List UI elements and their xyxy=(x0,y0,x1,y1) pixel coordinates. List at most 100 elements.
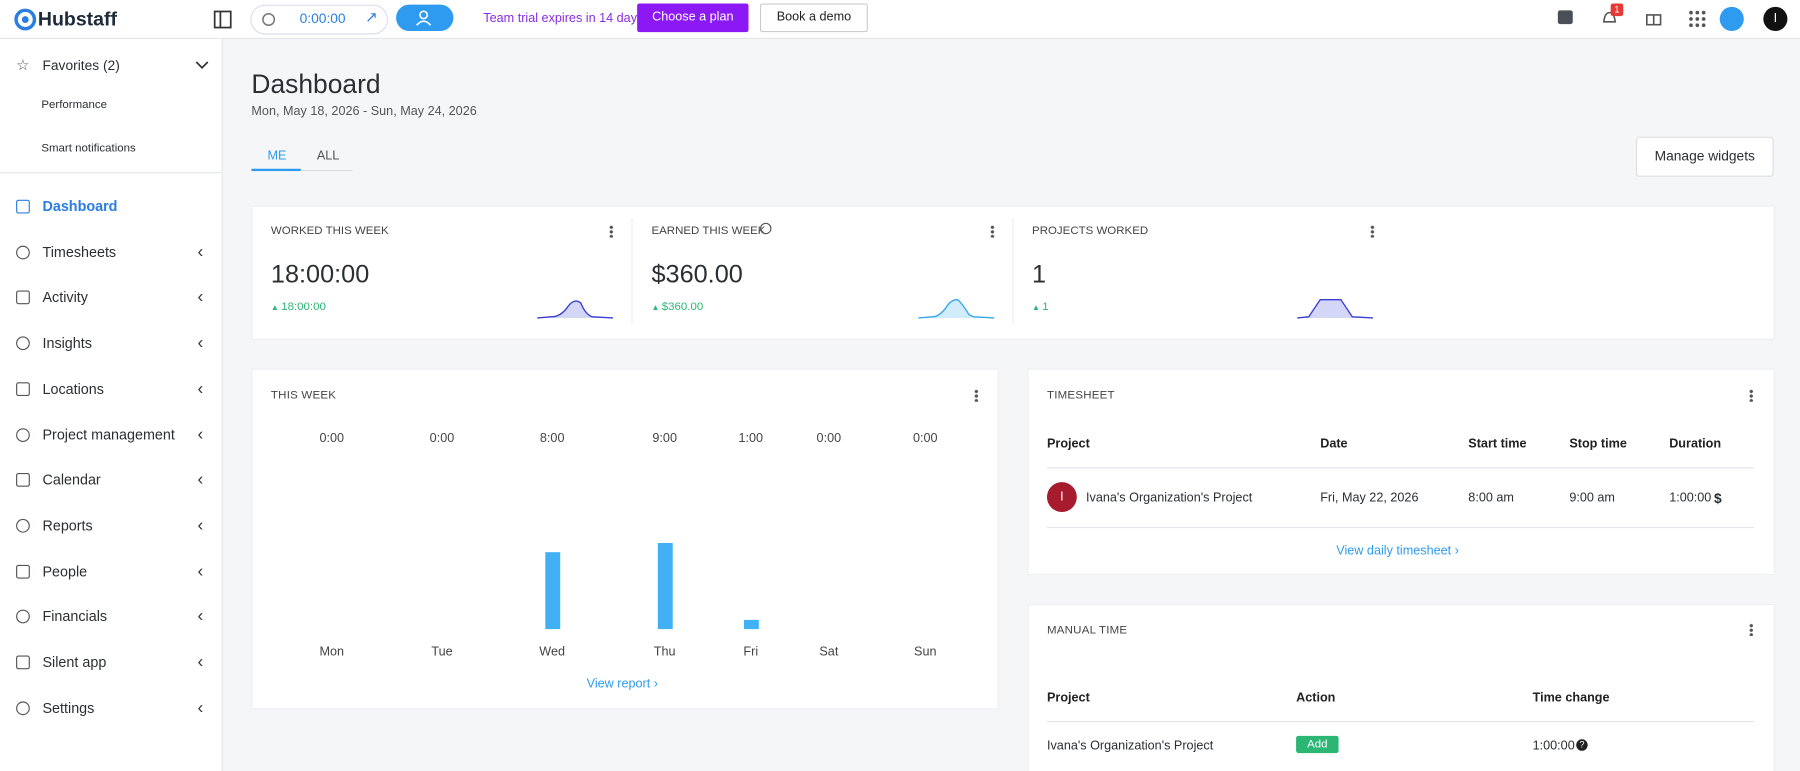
nav-label[interactable]: Activity xyxy=(42,289,88,306)
nav-icon xyxy=(16,245,30,260)
day-label: Fri xyxy=(743,645,759,659)
timer[interactable] xyxy=(250,4,389,35)
nav-item[interactable]: Calendar ‹ xyxy=(0,463,222,497)
apps-icon[interactable] xyxy=(1689,10,1706,28)
stat-value: $360.00 xyxy=(651,259,743,289)
tab[interactable]: ALL xyxy=(316,149,340,164)
cell: Ivana's Organization's Project xyxy=(1086,491,1253,506)
link-text[interactable]: View report xyxy=(586,677,651,692)
nav-icon xyxy=(16,518,30,533)
date-range: Mon, May 18, 2026 - Sun, May 24, 2026 xyxy=(251,104,477,119)
nav-item[interactable]: Timesheets ‹ xyxy=(0,235,222,269)
favorite-item[interactable]: Smart notifications xyxy=(41,142,136,155)
divider xyxy=(1011,218,1014,324)
row-divider xyxy=(1046,526,1755,529)
stat-value: 1 xyxy=(1032,259,1047,289)
tab[interactable]: ME xyxy=(267,149,287,164)
nav-item[interactable]: Silent app ‹ xyxy=(0,645,222,679)
card-menu[interactable] xyxy=(974,389,979,402)
cell: Ivana's Organization's Project xyxy=(1046,739,1214,754)
stat-value: 18:00:00 xyxy=(270,259,370,289)
chevron: ‹ xyxy=(197,515,204,535)
card-title: MANUAL TIME xyxy=(1046,624,1128,638)
bar-label: 9:00 xyxy=(652,431,677,446)
favorites-toggle[interactable]: Favorites (2) xyxy=(42,57,120,74)
nav-icon xyxy=(16,427,30,442)
nav-item[interactable]: People ‹ xyxy=(0,554,222,588)
nav-label[interactable]: Reports xyxy=(42,517,93,534)
nav-item[interactable]: Locations ‹ xyxy=(0,372,222,406)
user-avatar[interactable]: I xyxy=(1763,6,1788,31)
nav-icon xyxy=(16,655,30,670)
active-tab-indicator xyxy=(251,168,301,172)
timesheet-card xyxy=(1027,368,1775,576)
nav-label[interactable]: People xyxy=(42,563,88,580)
tabs-underline xyxy=(251,169,353,172)
divider xyxy=(0,172,222,174)
nav-label[interactable]: Locations xyxy=(42,380,104,397)
chevron: ‹ xyxy=(197,560,204,581)
stat-label: PROJECTS WORKED xyxy=(1032,225,1149,238)
manual-time-card xyxy=(1027,603,1775,771)
nav-item[interactable]: Activity ‹ xyxy=(0,281,222,315)
nav-item[interactable]: Project management ‹ xyxy=(0,417,222,451)
action-badge: Add xyxy=(1296,735,1339,754)
favorite-item[interactable]: Performance xyxy=(41,98,108,112)
timer-value: 0:00:00 xyxy=(299,10,346,27)
nav-label[interactable]: Financials xyxy=(42,608,108,625)
view-timesheet-link[interactable]: View daily timesheet › xyxy=(1336,544,1459,558)
nav-item[interactable]: Financials ‹ xyxy=(0,600,222,634)
account-icon[interactable] xyxy=(1719,6,1744,31)
stat-label: WORKED THIS WEEK xyxy=(270,225,389,238)
timer-expand[interactable]: ↗ xyxy=(365,8,378,26)
favorites-icon: ☆ xyxy=(16,56,30,74)
timer-icon xyxy=(262,13,276,27)
stats-card xyxy=(251,205,1775,340)
choose-plan-button[interactable]: Choose a plan xyxy=(637,3,749,33)
stat-change: $360.00 xyxy=(651,301,704,314)
card-menu[interactable] xyxy=(1370,225,1375,238)
nav-icon xyxy=(16,382,30,396)
book-demo-button[interactable]: Book a demo xyxy=(759,3,868,33)
chevron: ‹ xyxy=(197,287,204,307)
sparkline xyxy=(1297,298,1374,319)
nav-item[interactable]: Settings ‹ xyxy=(0,691,222,725)
column-header: Project xyxy=(1046,691,1090,705)
nav-label[interactable]: Timesheets xyxy=(42,244,117,261)
nav-label[interactable]: Insights xyxy=(42,335,92,352)
nav-item[interactable]: Insights ‹ xyxy=(0,326,222,360)
card-menu[interactable] xyxy=(1749,623,1753,636)
nav-label[interactable]: Dashboard xyxy=(42,198,118,215)
link-text[interactable]: View daily timesheet xyxy=(1336,544,1452,558)
nav-label[interactable]: Silent app xyxy=(42,654,107,671)
view-report-link[interactable]: View report › xyxy=(586,677,659,692)
nav-icon xyxy=(16,701,30,715)
nav-item[interactable]: Reports ‹ xyxy=(0,508,222,542)
chevron: ‹ xyxy=(197,378,204,399)
help-icon[interactable] xyxy=(1557,10,1573,25)
notifications-icon[interactable] xyxy=(1601,9,1617,26)
nav-icon xyxy=(16,609,30,624)
nav-label[interactable]: Settings xyxy=(42,699,95,716)
sidebar-toggle[interactable] xyxy=(213,10,232,29)
stat-change: 1 xyxy=(1032,301,1048,314)
card-menu[interactable] xyxy=(990,225,994,238)
nav-label[interactable]: Calendar xyxy=(42,472,101,489)
invite-icon xyxy=(416,10,432,26)
notification-badge: 1 xyxy=(1610,3,1624,17)
nav-label[interactable]: Project management xyxy=(42,426,175,443)
day-label: Thu xyxy=(653,645,676,659)
bar-label: 0:00 xyxy=(429,431,455,446)
card-title: THIS WEEK xyxy=(270,389,337,402)
cell: Fri, May 22, 2026 xyxy=(1320,491,1419,506)
card-menu[interactable] xyxy=(1749,389,1753,402)
info-icon: ? xyxy=(1576,739,1588,751)
nav-item[interactable]: Dashboard xyxy=(0,189,222,223)
manage-widgets-button[interactable]: Manage widgets xyxy=(1635,136,1774,177)
cell: 1:00:00 xyxy=(1532,739,1575,754)
this-week-card xyxy=(251,368,999,710)
card-menu[interactable] xyxy=(609,225,614,238)
bar xyxy=(743,619,759,630)
chevron: ‹ xyxy=(197,697,204,718)
gift-icon[interactable] xyxy=(1645,9,1662,26)
